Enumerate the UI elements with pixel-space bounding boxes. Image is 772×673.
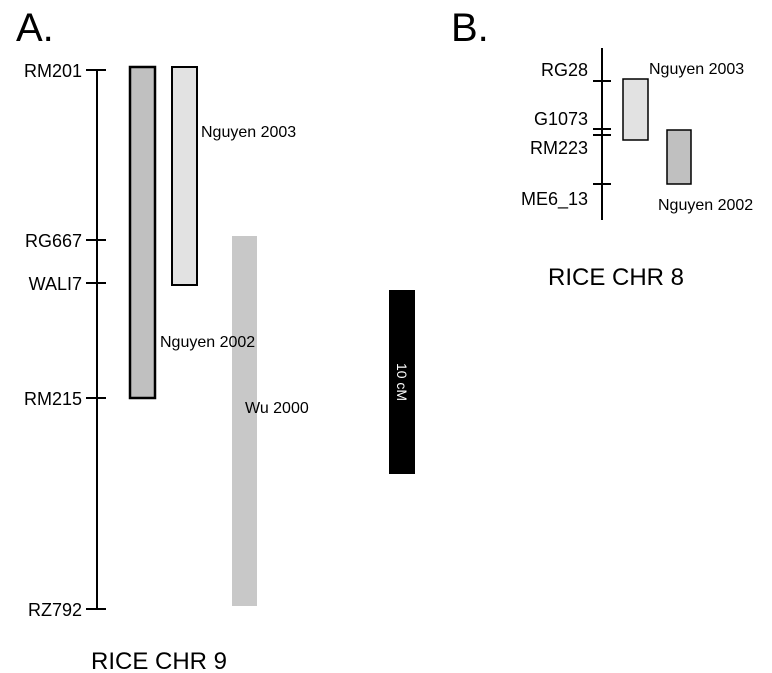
qtl-bar-nguyen-2003 bbox=[171, 66, 198, 286]
marker-label-wali7: WALI7 bbox=[29, 274, 82, 294]
marker-label-rg667: RG667 bbox=[25, 231, 82, 251]
marker-label-me6-13: ME6_13 bbox=[521, 189, 588, 210]
chr9-title: RICE CHR 9 bbox=[91, 648, 227, 673]
qtl-bar-nguyen-2003-chr8 bbox=[622, 78, 649, 141]
panel-a-letter: A. bbox=[16, 6, 54, 50]
panel-b-letter: B. bbox=[451, 6, 489, 50]
qtl-label-nguyen-2002: Nguyen 2002 bbox=[160, 334, 255, 351]
marker-label-rm201: RM201 bbox=[24, 61, 82, 81]
qtl-label-nguyen-2002-chr8: Nguyen 2002 bbox=[658, 197, 753, 214]
qtl-label-nguyen-2003: Nguyen 2003 bbox=[201, 124, 296, 141]
marker-label-rm215: RM215 bbox=[24, 389, 82, 409]
qtl-bar-wu-2000 bbox=[232, 236, 257, 606]
marker-label-g1073: G1073 bbox=[534, 109, 588, 129]
chr8-title: RICE CHR 8 bbox=[548, 264, 684, 291]
qtl-label-wu-2000: Wu 2000 bbox=[245, 400, 309, 417]
marker-label-rg28: RG28 bbox=[541, 60, 588, 80]
qtl-label-nguyen-2003-chr8: Nguyen 2003 bbox=[649, 61, 744, 78]
qtl-bar-nguyen-2002-chr8 bbox=[666, 129, 692, 185]
qtl-bar-nguyen-2002 bbox=[128, 65, 157, 400]
scale-bar bbox=[389, 290, 415, 474]
scale-bar-label: 10 cM bbox=[394, 363, 410, 401]
marker-label-rz792: RZ792 bbox=[28, 600, 82, 620]
marker-label-rm223: RM223 bbox=[530, 138, 588, 158]
